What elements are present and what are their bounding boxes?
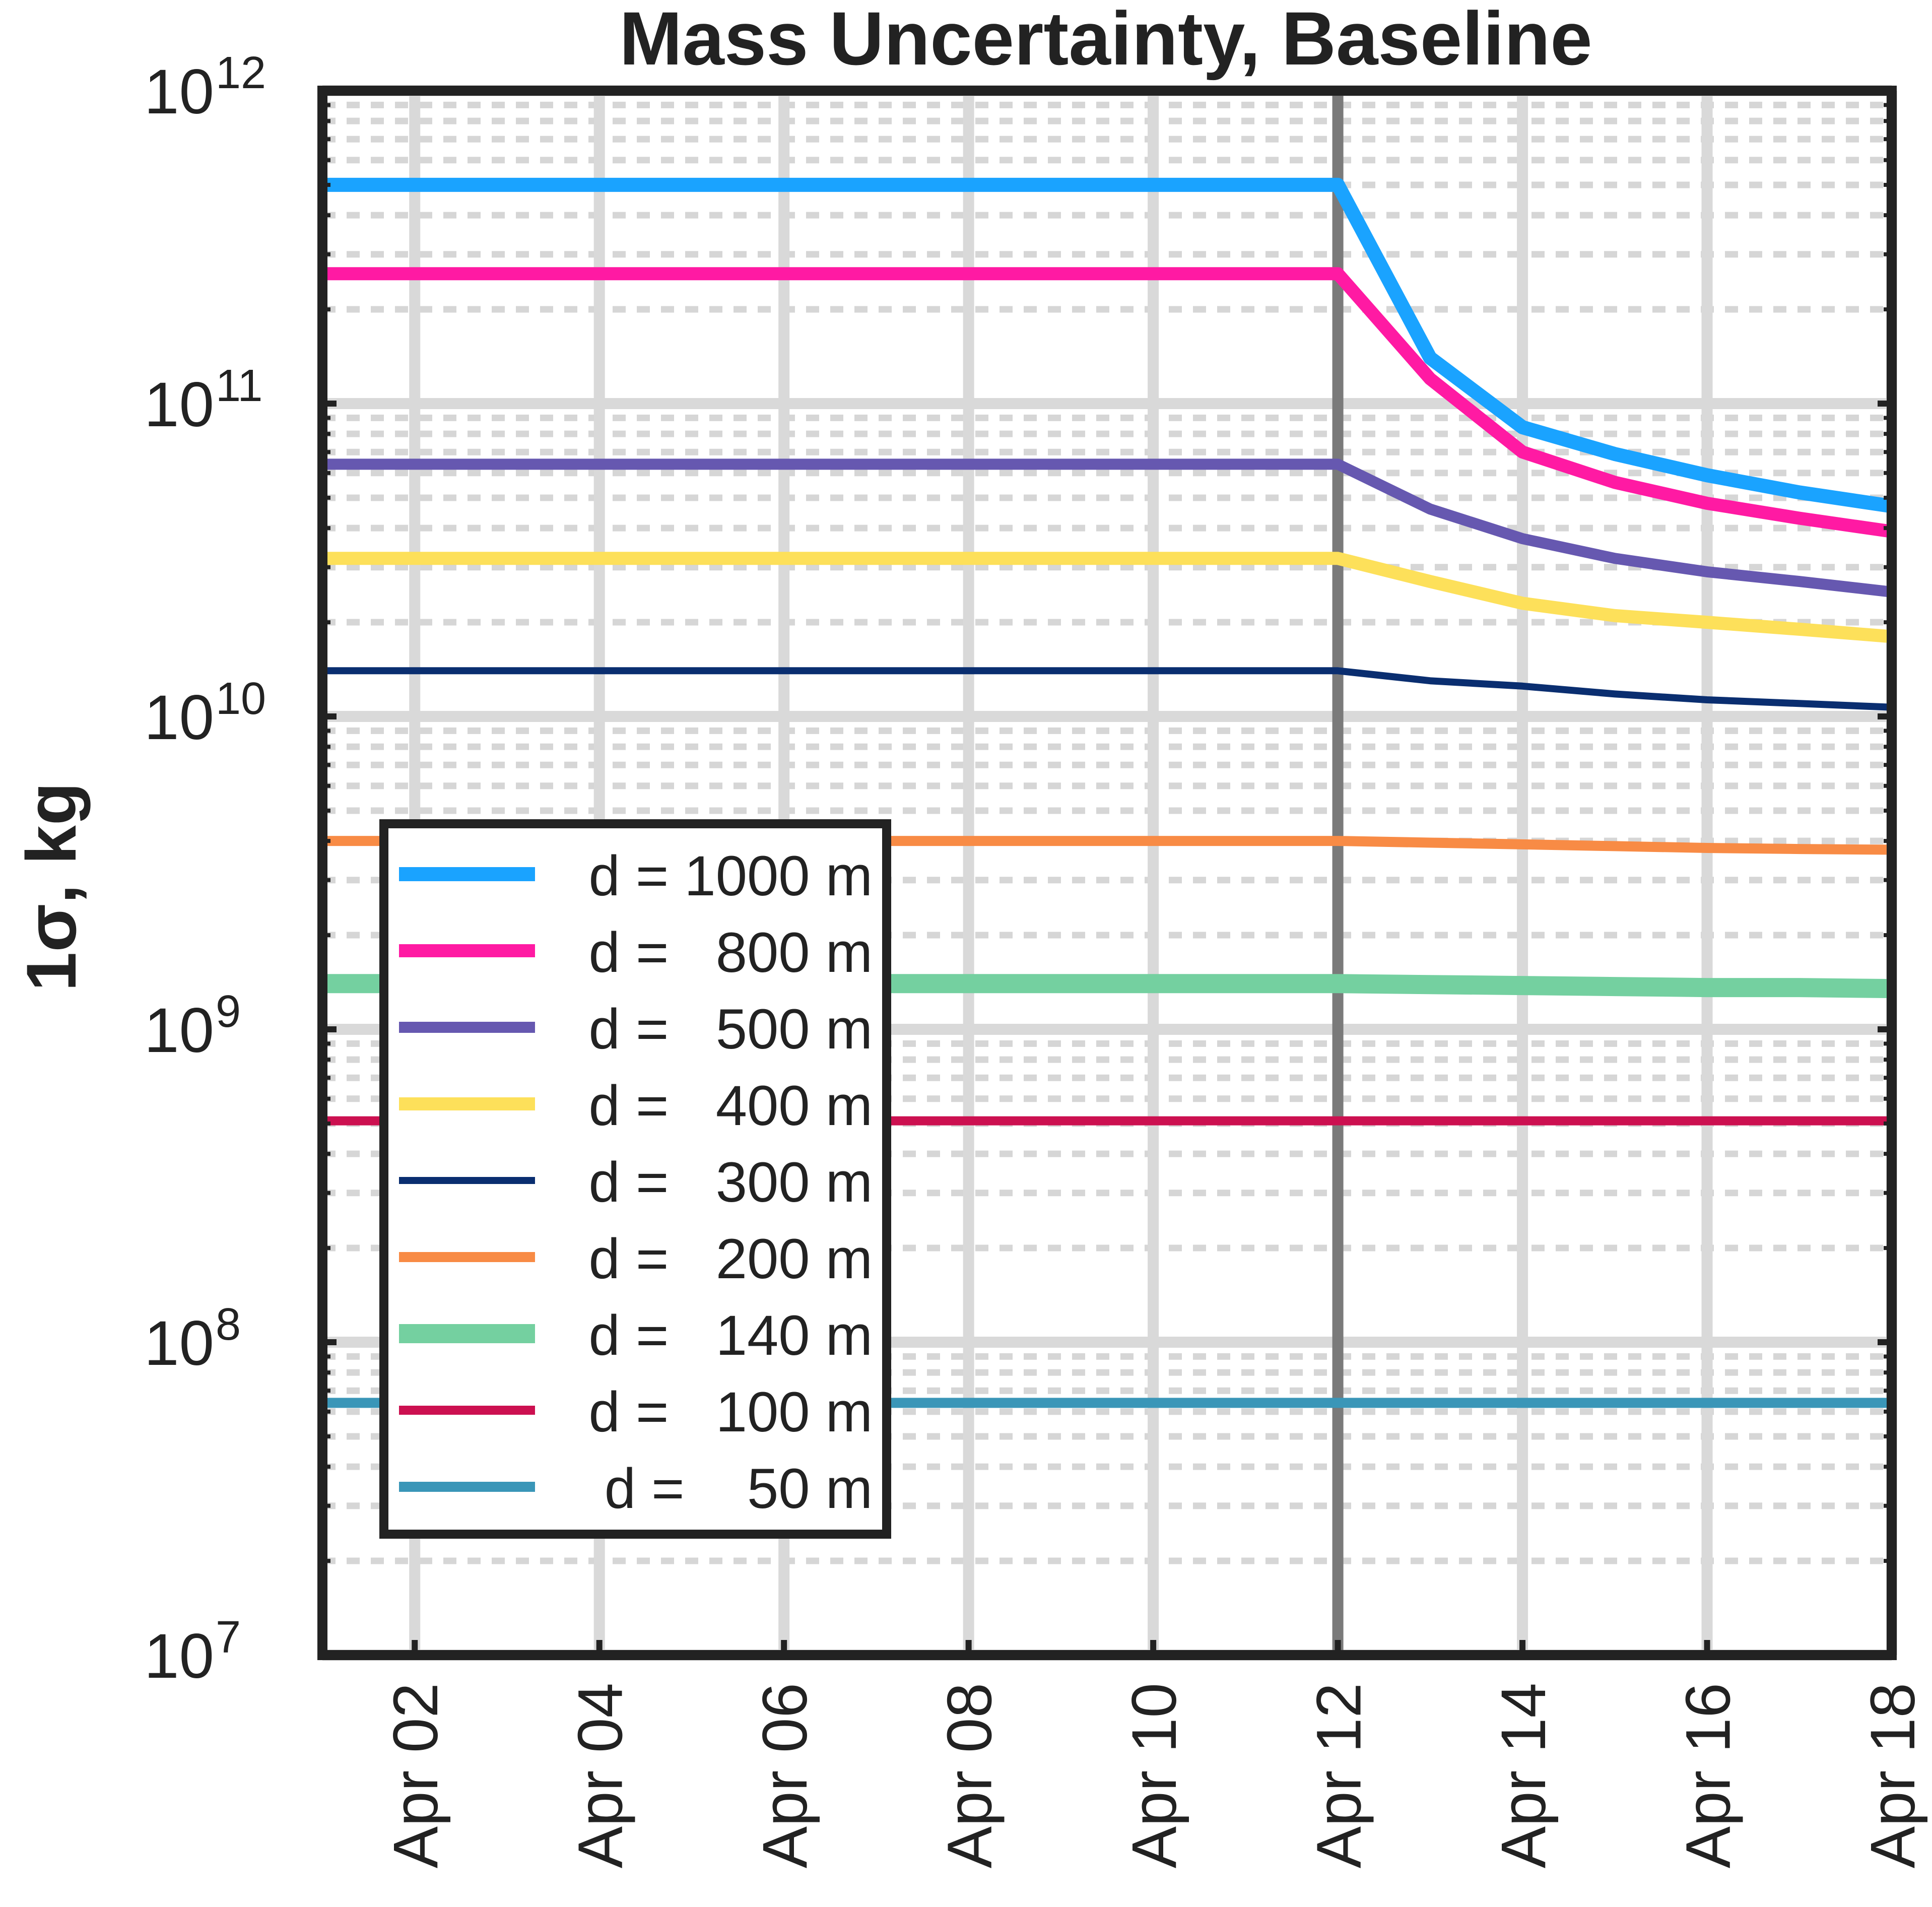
x-tick-label: Apr 18 — [1858, 1683, 1928, 1868]
y-tick-label: 10 — [144, 57, 214, 127]
series-lines — [322, 177, 1893, 1408]
x-tick-label: Apr 10 — [1119, 1683, 1189, 1868]
series-line — [322, 458, 1893, 598]
y-tick-exponent: 12 — [216, 48, 266, 98]
series-line — [322, 267, 1893, 538]
x-tick-labels: Apr 02 Apr 04 Apr 06 Apr 08 Apr 10 Apr 12 Apr … — [381, 1683, 1928, 1868]
y-axis-label: 1σ, kg — [12, 782, 91, 992]
y-tick-exponent: 11 — [216, 361, 262, 411]
y-tick-exponent: 9 — [216, 987, 241, 1037]
x-tick-label: Apr 12 — [1304, 1683, 1374, 1868]
y-tick-exponent: 8 — [216, 1299, 241, 1350]
x-tick-label: Apr 14 — [1489, 1683, 1559, 1868]
x-tick-label: Apr 16 — [1674, 1683, 1744, 1868]
legend-entry-label: d = 50 m — [605, 1457, 873, 1520]
y-tick-label: 10 — [144, 370, 214, 440]
legend-entry-label: d = 800 m — [589, 921, 873, 984]
legend-entry-label: d = 500 m — [589, 998, 873, 1061]
legend-entry-label: d = 400 m — [589, 1074, 873, 1137]
plot-area-border — [317, 86, 1897, 1660]
legend-entry-label: d = 100 m — [589, 1380, 873, 1443]
x-tick-label: Apr 04 — [566, 1683, 636, 1868]
legend-entry-label: d = 200 m — [589, 1227, 873, 1290]
y-tick-exponent: 7 — [216, 1612, 241, 1663]
x-tick-label: Apr 02 — [381, 1683, 451, 1868]
legend-entry-label: d = 1000 m — [589, 844, 873, 907]
chart-title: Mass Uncertainty, Baseline — [619, 0, 1592, 81]
series-line — [322, 177, 1893, 513]
series-line — [322, 974, 1892, 999]
y-tick-label: 10 — [144, 996, 214, 1066]
x-tick-label: Apr 08 — [935, 1683, 1005, 1868]
axes-frame — [317, 86, 1897, 1660]
series-line — [322, 667, 1892, 711]
y-tick-label: 10 — [144, 1308, 214, 1378]
y-tick-label: 10 — [144, 1621, 214, 1691]
legend-entry-label: d = 140 m — [589, 1304, 873, 1367]
y-tick-label: 10 — [144, 683, 214, 753]
legend: d = 1000 m d = 800 m d = 500 m d = 400 m d =… — [379, 819, 891, 1539]
grid-lines — [322, 85, 1897, 1661]
series-line — [322, 552, 1893, 643]
legend-entry-label: d = 300 m — [589, 1151, 873, 1214]
series-line — [322, 836, 1892, 855]
x-tick-label: Apr 06 — [750, 1683, 820, 1868]
y-tick-exponent: 10 — [216, 674, 266, 724]
